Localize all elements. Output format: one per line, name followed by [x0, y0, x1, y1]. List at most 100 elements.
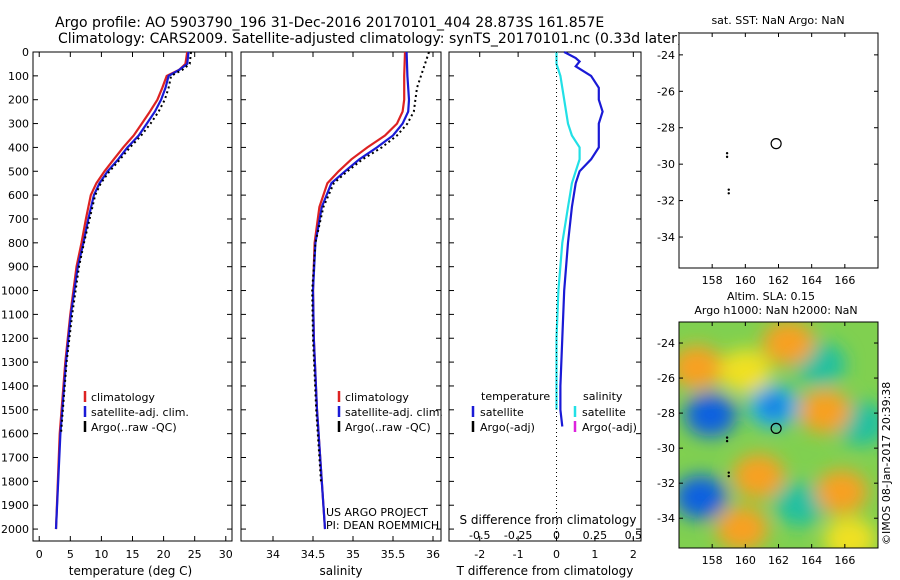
float-track-point — [725, 439, 729, 443]
float-track-point — [727, 471, 730, 474]
sla-anomaly-core — [761, 396, 786, 417]
sla-anomaly — [716, 506, 769, 548]
float-track-point — [725, 436, 729, 439]
salinity-x-tick-label: 34.5 — [301, 548, 326, 561]
header-line-1: Argo profile: AO 5903790_196 31-Dec-2016… — [55, 15, 604, 31]
salinity-annotation-line-2: PI: DEAN ROEMMICH — [326, 519, 439, 532]
difference-x-axis-label: T difference from climatology — [456, 564, 634, 578]
salinity-panel: 34 34.5 35 35.5 36 salinity climatology satelli… — [240, 51, 443, 578]
float-track-point — [727, 188, 730, 191]
legend-label: climatology — [91, 391, 155, 404]
depth-tick-label: 300 — [8, 118, 29, 131]
sla-map-title-2: Argo h1000: NaN h2000: NaN — [694, 304, 857, 317]
sst-map-title: sat. SST: NaN Argo: NaN — [711, 14, 844, 27]
salinity-x-tick-label: 36 — [426, 548, 440, 561]
copyright-stamp: ©IMOS 08-Jan-2017 20:39:38 — [880, 381, 893, 545]
salinity-x-tick-label: 35.5 — [381, 548, 406, 561]
s-difference-tick-label: 0.5 — [625, 529, 643, 542]
map-x-tick-label: 160 — [735, 554, 756, 567]
map-y-tick-label: -28 — [657, 407, 675, 420]
depth-tick-label: 400 — [8, 141, 29, 154]
legend-label: satellite-adj. clim. — [345, 406, 443, 419]
depth-tick-label: 600 — [8, 189, 29, 202]
map-x-tick-label: 164 — [801, 554, 822, 567]
difference-x-tick-label: 2 — [630, 548, 637, 561]
temperature-frame — [32, 51, 233, 542]
depth-tick-label: 1300 — [1, 356, 29, 369]
profile-location-marker — [770, 422, 782, 434]
series-line-argo-raw-qc- — [60, 51, 192, 434]
difference-x-tick-label: 0 — [553, 548, 560, 561]
sla-anomaly — [762, 322, 815, 366]
depth-tick-label: 1400 — [1, 380, 29, 393]
map-x-tick-label: 160 — [735, 274, 756, 287]
temperature-x-tick-label: 30 — [219, 548, 233, 561]
map-y-tick-label: -26 — [657, 372, 675, 385]
float-track-point — [725, 152, 729, 155]
legend-title-salinity: salinity — [583, 390, 623, 403]
difference-x-tick-label: -2 — [474, 548, 485, 561]
s-difference-tick-label: -0.25 — [504, 529, 532, 542]
legend-label: Argo(..raw -QC) — [91, 421, 177, 434]
map-y-tick-label: -30 — [657, 442, 675, 455]
temperature-x-tick-label: 0 — [36, 548, 43, 561]
sla-anomaly — [798, 389, 851, 434]
depth-tick-label: 1500 — [1, 404, 29, 417]
legend-label: Argo(-adj) — [582, 421, 637, 434]
depth-tick-label: 900 — [8, 261, 29, 274]
temperature-x-axis-label: temperature (deg C) — [69, 564, 192, 578]
map-x-tick-label: 158 — [702, 554, 723, 567]
float-track-point — [725, 155, 729, 159]
map-y-tick-label: -34 — [657, 231, 675, 244]
sla-field — [679, 322, 878, 548]
temperature-panel: 0100200300400500600700800900100011001200… — [1, 46, 233, 578]
sla-anomaly-core — [698, 404, 723, 425]
float-track-point — [727, 474, 730, 478]
sla-anomaly — [774, 482, 827, 527]
sla-anomaly — [719, 349, 772, 394]
s-difference-tick-label: -0.5 — [469, 529, 490, 542]
map-background — [679, 33, 878, 268]
map-y-tick-label: -32 — [657, 195, 675, 208]
depth-tick-label: 500 — [8, 165, 29, 178]
depth-tick-label: 200 — [8, 94, 29, 107]
depth-tick-label: 700 — [8, 213, 29, 226]
map-y-tick-label: -28 — [657, 122, 675, 135]
profile-location-marker — [770, 138, 782, 150]
temperature-x-tick-label: 15 — [126, 548, 140, 561]
map-y-tick-label: -30 — [657, 158, 675, 171]
depth-tick-label: 0 — [22, 46, 29, 59]
difference-panel: -2 -1 0 1 2 T difference from climatology -0.5… — [448, 51, 643, 578]
legend-label: Argo(..raw -QC) — [345, 421, 431, 434]
temperature-x-tick-label: 5 — [67, 548, 74, 561]
map-y-tick-label: -24 — [657, 49, 675, 62]
depth-tick-label: 800 — [8, 237, 29, 250]
salinity-frame — [240, 51, 442, 542]
map-y-tick-label: -24 — [657, 337, 675, 350]
legend-label: Argo(-adj) — [480, 421, 535, 434]
s-difference-tick-label: 0.25 — [583, 529, 608, 542]
map-y-tick-label: -32 — [657, 477, 675, 490]
difference-x-tick-label: 1 — [591, 548, 598, 561]
temperature-x-tick-label: 10 — [94, 548, 108, 561]
legend-label: satellite — [582, 406, 626, 419]
map-x-tick-label: 158 — [702, 274, 723, 287]
s-difference-tick-label: 0 — [553, 529, 560, 542]
salinity-x-tick-label: 34 — [266, 548, 280, 561]
sla-anomaly — [732, 454, 785, 499]
sla-anomaly — [815, 469, 868, 514]
header-line-2: Climatology: CARS2009. Satellite-adjuste… — [58, 31, 682, 47]
sla-anomaly — [823, 517, 876, 548]
sla-anomaly — [679, 345, 724, 390]
sla-anomaly-core — [688, 487, 713, 508]
map-x-tick-label: 162 — [768, 274, 789, 287]
map-x-tick-label: 162 — [768, 554, 789, 567]
series-line-satellite-adj-clim- — [311, 51, 411, 530]
depth-tick-label: 1600 — [1, 428, 29, 441]
difference-x-tick-label: -1 — [513, 548, 524, 561]
legend-label: satellite — [480, 406, 524, 419]
series-line-satellite-adj-clim- — [54, 51, 190, 530]
depth-tick-label: 1000 — [1, 285, 29, 298]
map-y-tick-label: -34 — [657, 512, 675, 525]
